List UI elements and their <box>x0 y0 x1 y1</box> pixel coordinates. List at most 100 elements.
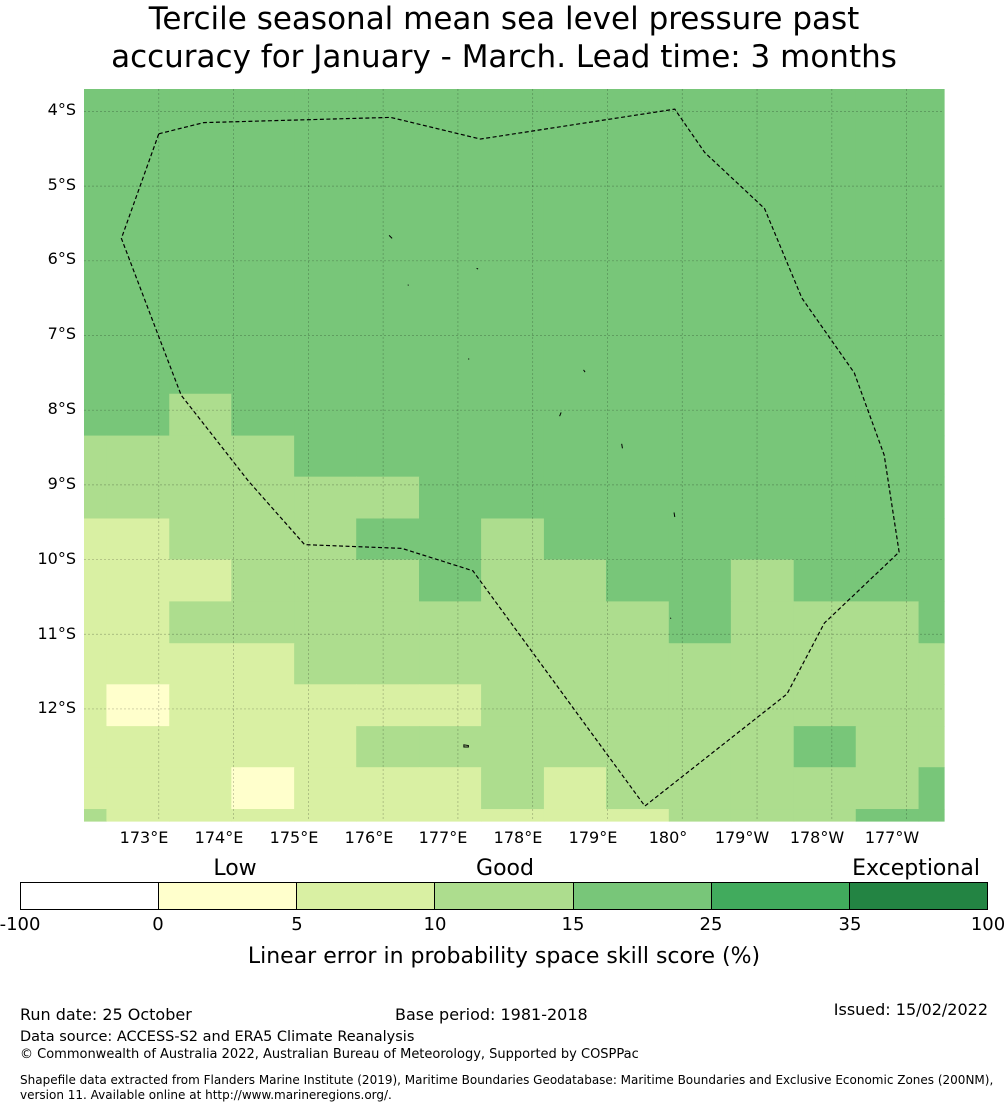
grid-cell <box>668 435 732 478</box>
colorbar-tick: 0 <box>152 914 164 935</box>
colorbar <box>20 882 988 910</box>
grid-cell <box>356 393 420 437</box>
island-coastline <box>468 358 470 360</box>
grid-cell <box>419 643 482 685</box>
colorbar-tick: 5 <box>291 914 303 935</box>
grid-cell <box>356 476 420 520</box>
grid-cell <box>356 726 420 768</box>
graticule <box>84 89 944 821</box>
grid-cell <box>543 643 607 685</box>
grid-cell <box>84 601 108 644</box>
island-coastline <box>476 267 479 270</box>
colorbar-segment <box>21 883 160 909</box>
colorbar-tick: 25 <box>699 914 723 935</box>
grid-cell <box>356 767 420 810</box>
grid-cell <box>169 393 232 437</box>
lon-label-177e: 177°E <box>418 828 468 847</box>
grid-cell <box>481 643 545 685</box>
grid-cell <box>543 518 607 561</box>
grid-cell <box>84 643 108 685</box>
grid-cell <box>231 684 295 727</box>
grid-cell <box>793 726 857 768</box>
grid-cell <box>793 518 857 561</box>
lat-label-12s: 12°S <box>37 698 76 717</box>
grid-cell <box>730 809 795 822</box>
grid-cell <box>169 809 232 822</box>
copyright: © Commonwealth of Australia 2022, Austra… <box>20 1047 639 1062</box>
grid-cell <box>855 518 920 561</box>
base-period: Base period: 1981-2018 <box>395 1005 588 1024</box>
grid-cell <box>605 476 670 520</box>
grid-cell <box>231 518 295 561</box>
grid-cell <box>605 684 670 727</box>
grid-cell <box>84 559 108 602</box>
issued-date: Issued: 15/02/2022 <box>833 1000 988 1019</box>
grid-cell <box>918 476 945 520</box>
grid-cell <box>169 726 232 768</box>
grid-cell <box>169 476 232 520</box>
grid-cell <box>918 726 945 768</box>
grid-cell <box>169 559 232 602</box>
grid-cell <box>918 601 945 644</box>
grid-cell <box>793 559 857 602</box>
grid-cell <box>918 435 945 478</box>
grid-cell <box>918 518 945 561</box>
category-good: Good <box>476 856 534 881</box>
lat-label-9s: 9°S <box>47 474 76 493</box>
lat-label-6s: 6°S <box>47 249 76 268</box>
colorbar-segment <box>849 883 987 909</box>
grid-cell <box>356 809 420 822</box>
grid-cell <box>668 601 732 644</box>
grid-cell <box>730 393 795 437</box>
grid-cell <box>543 684 607 727</box>
colorbar-segment <box>573 883 712 909</box>
grid-cell <box>84 518 108 561</box>
colorbar-tick: 15 <box>561 914 585 935</box>
grid-cell <box>231 559 295 602</box>
grid-cell <box>231 601 295 644</box>
grid-cell <box>918 559 945 602</box>
grid-cell <box>668 767 732 810</box>
grid-cell <box>605 809 670 822</box>
grid-cell <box>918 643 945 685</box>
grid-cell <box>356 518 420 561</box>
grid-cell <box>481 601 545 644</box>
grid-cell <box>730 518 795 561</box>
lat-label-8s: 8°S <box>47 399 76 418</box>
lon-label-179w: 179°W <box>714 828 770 847</box>
chart-title: Tercile seasonal mean sea level pressure… <box>0 0 1008 76</box>
grid-cell <box>918 684 945 727</box>
grid-cell <box>668 684 732 727</box>
grid-cell <box>793 476 857 520</box>
grid-cell <box>730 767 795 810</box>
grid-cell <box>605 767 670 810</box>
grid-cell <box>106 643 170 685</box>
grid-cell <box>294 643 357 685</box>
grid-cell <box>918 809 945 822</box>
grid-cell <box>793 809 857 822</box>
lat-label-5s: 5°S <box>47 175 76 194</box>
grid-cell <box>294 559 357 602</box>
grid-cell <box>855 559 920 602</box>
grid-cell <box>106 89 170 395</box>
grid-cell <box>419 809 482 822</box>
grid-cell <box>605 643 670 685</box>
skill-grid-cells <box>84 89 945 822</box>
grid-cell <box>419 767 482 810</box>
grid-cell <box>356 601 420 644</box>
grid-cell <box>543 809 607 822</box>
island-coastline <box>673 512 676 518</box>
island-coastline <box>407 284 409 286</box>
grid-cell <box>481 767 545 810</box>
grid-cell <box>294 476 357 520</box>
grid-cell <box>419 393 482 437</box>
grid-cell <box>84 393 108 437</box>
grid-cell <box>730 601 795 644</box>
grid-cell <box>106 518 170 561</box>
lon-label-176e: 176°E <box>344 828 394 847</box>
grid-cell <box>605 518 670 561</box>
lon-label-174e: 174°E <box>194 828 244 847</box>
grid-cell <box>793 89 857 395</box>
grid-cell <box>419 518 482 561</box>
grid-cell <box>106 435 170 478</box>
